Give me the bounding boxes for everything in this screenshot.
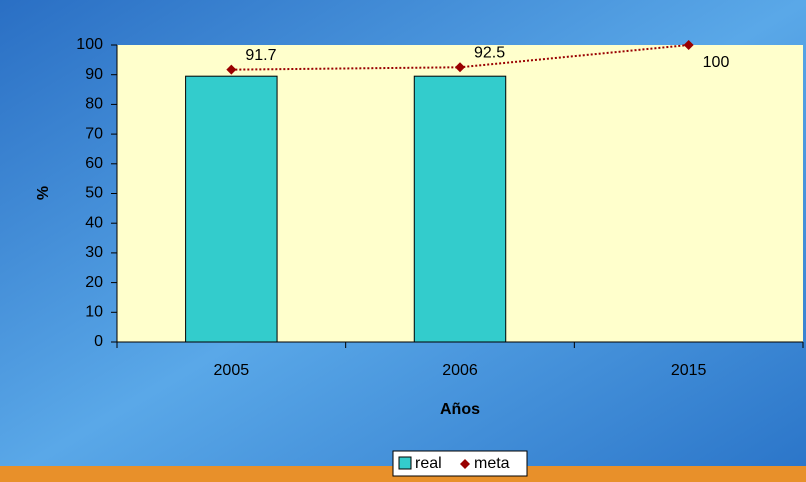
legend-marker <box>460 459 470 469</box>
x-tick-label: 2006 <box>442 362 478 379</box>
y-tick-label: 70 <box>85 125 103 142</box>
meta-marker <box>683 40 694 50</box>
bar <box>185 75 278 343</box>
bar <box>413 75 507 343</box>
y-tick-label: 60 <box>85 155 103 172</box>
y-tick-label: 20 <box>85 274 103 291</box>
x-axis-label: Años <box>440 401 480 418</box>
y-tick-label: 100 <box>76 36 103 53</box>
x-tick-label: 2015 <box>671 362 707 379</box>
y-tick-label: 0 <box>94 333 103 350</box>
y-tick-label: 40 <box>85 214 103 231</box>
meta-marker <box>226 64 237 75</box>
y-tick-label: 90 <box>85 66 103 83</box>
data-label: 92.5 <box>474 44 505 61</box>
x-tick-label: 2005 <box>214 362 250 379</box>
legend <box>392 450 528 477</box>
y-axis-label: % <box>35 186 52 200</box>
data-label: 91.7 <box>245 47 276 64</box>
legend-label: real <box>415 455 442 472</box>
legend-label: meta <box>474 455 510 472</box>
data-label: 100 <box>703 54 730 71</box>
legend-swatch <box>398 456 412 470</box>
y-tick-label: 80 <box>85 96 103 113</box>
meta-marker <box>455 62 465 73</box>
y-tick-label: 30 <box>85 244 103 261</box>
y-tick-label: 50 <box>85 185 103 202</box>
y-tick-label: 10 <box>85 304 103 321</box>
